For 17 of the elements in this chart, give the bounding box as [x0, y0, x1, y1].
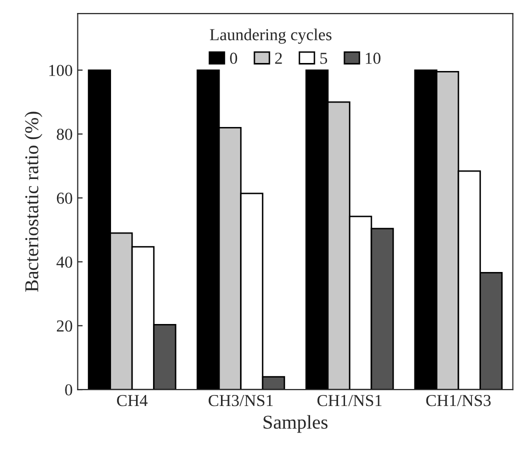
y-tick-label: 60 [56, 192, 72, 204]
x-axis-title: Samples [264, 415, 328, 433]
y-tick-label: 20 [56, 320, 72, 332]
y-tick-label: 100 [49, 64, 72, 76]
y-axis-title: Bacteriostatic ratio (%) [24, 112, 42, 292]
x-tick-label: CH4 [117, 394, 148, 406]
legend-label: 0 [230, 52, 238, 64]
legend-label: 10 [366, 52, 380, 64]
y-tick-label: 40 [56, 256, 72, 268]
y-tick-label: 80 [56, 128, 72, 140]
legend-label: 2 [275, 52, 282, 64]
legend-title: Laundering cycles [210, 28, 332, 44]
y-tick-label: 0 [65, 384, 72, 396]
x-tick-label: CH1/NS1 [317, 394, 382, 406]
legend-label: 5 [320, 52, 328, 64]
x-tick-label: CH3/NS1 [208, 394, 273, 406]
x-tick-label: CH1/NS3 [426, 394, 491, 406]
